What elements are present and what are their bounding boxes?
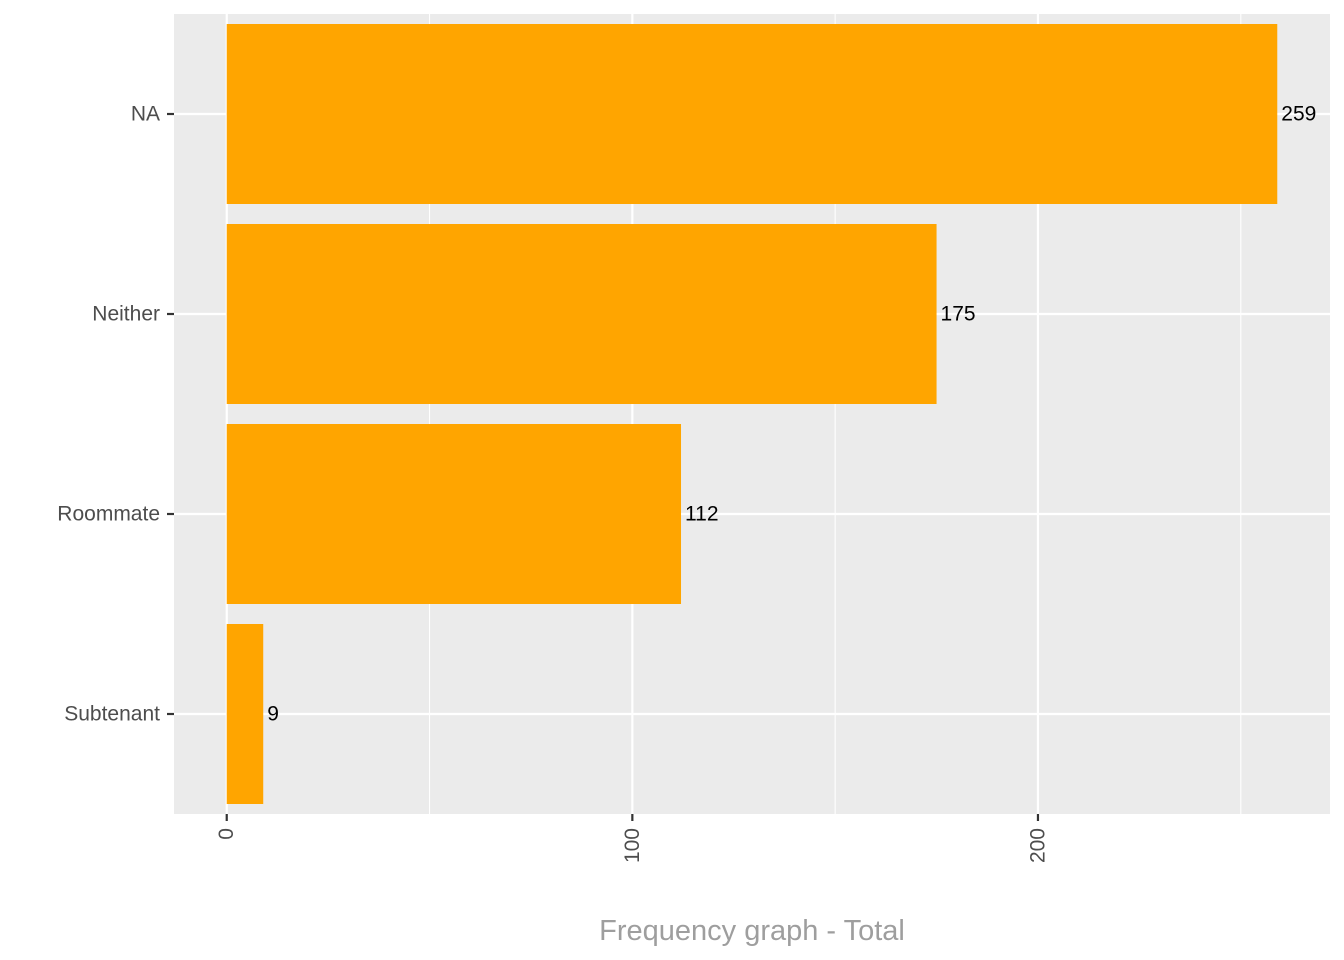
y-tick-label: Subtenant <box>64 703 160 726</box>
data-labels: 259 175 112 9 <box>267 103 1316 726</box>
x-tick-label: 100 <box>621 828 644 863</box>
y-tick-label: NA <box>131 103 160 126</box>
data-label-subtenant: 9 <box>267 703 279 726</box>
data-label-roommate: 112 <box>685 503 718 526</box>
bar-na <box>226 24 1278 204</box>
bar-subtenant <box>226 624 264 804</box>
bar-neither <box>226 224 937 404</box>
x-tick-label: 0 <box>215 828 238 840</box>
bar-roommate <box>226 424 682 604</box>
x-axis: 0 100 200 <box>215 814 1049 863</box>
y-tick-label: Roommate <box>57 503 160 526</box>
y-axis: NA Neither Roommate Subtenant <box>57 103 174 726</box>
x-axis-title: Frequency graph - Total <box>599 915 905 947</box>
data-label-neither: 175 <box>941 303 976 326</box>
data-label-na: 259 <box>1281 103 1316 126</box>
bars <box>226 24 1278 804</box>
y-tick-label: Neither <box>92 303 160 326</box>
x-tick-label: 200 <box>1026 828 1049 863</box>
